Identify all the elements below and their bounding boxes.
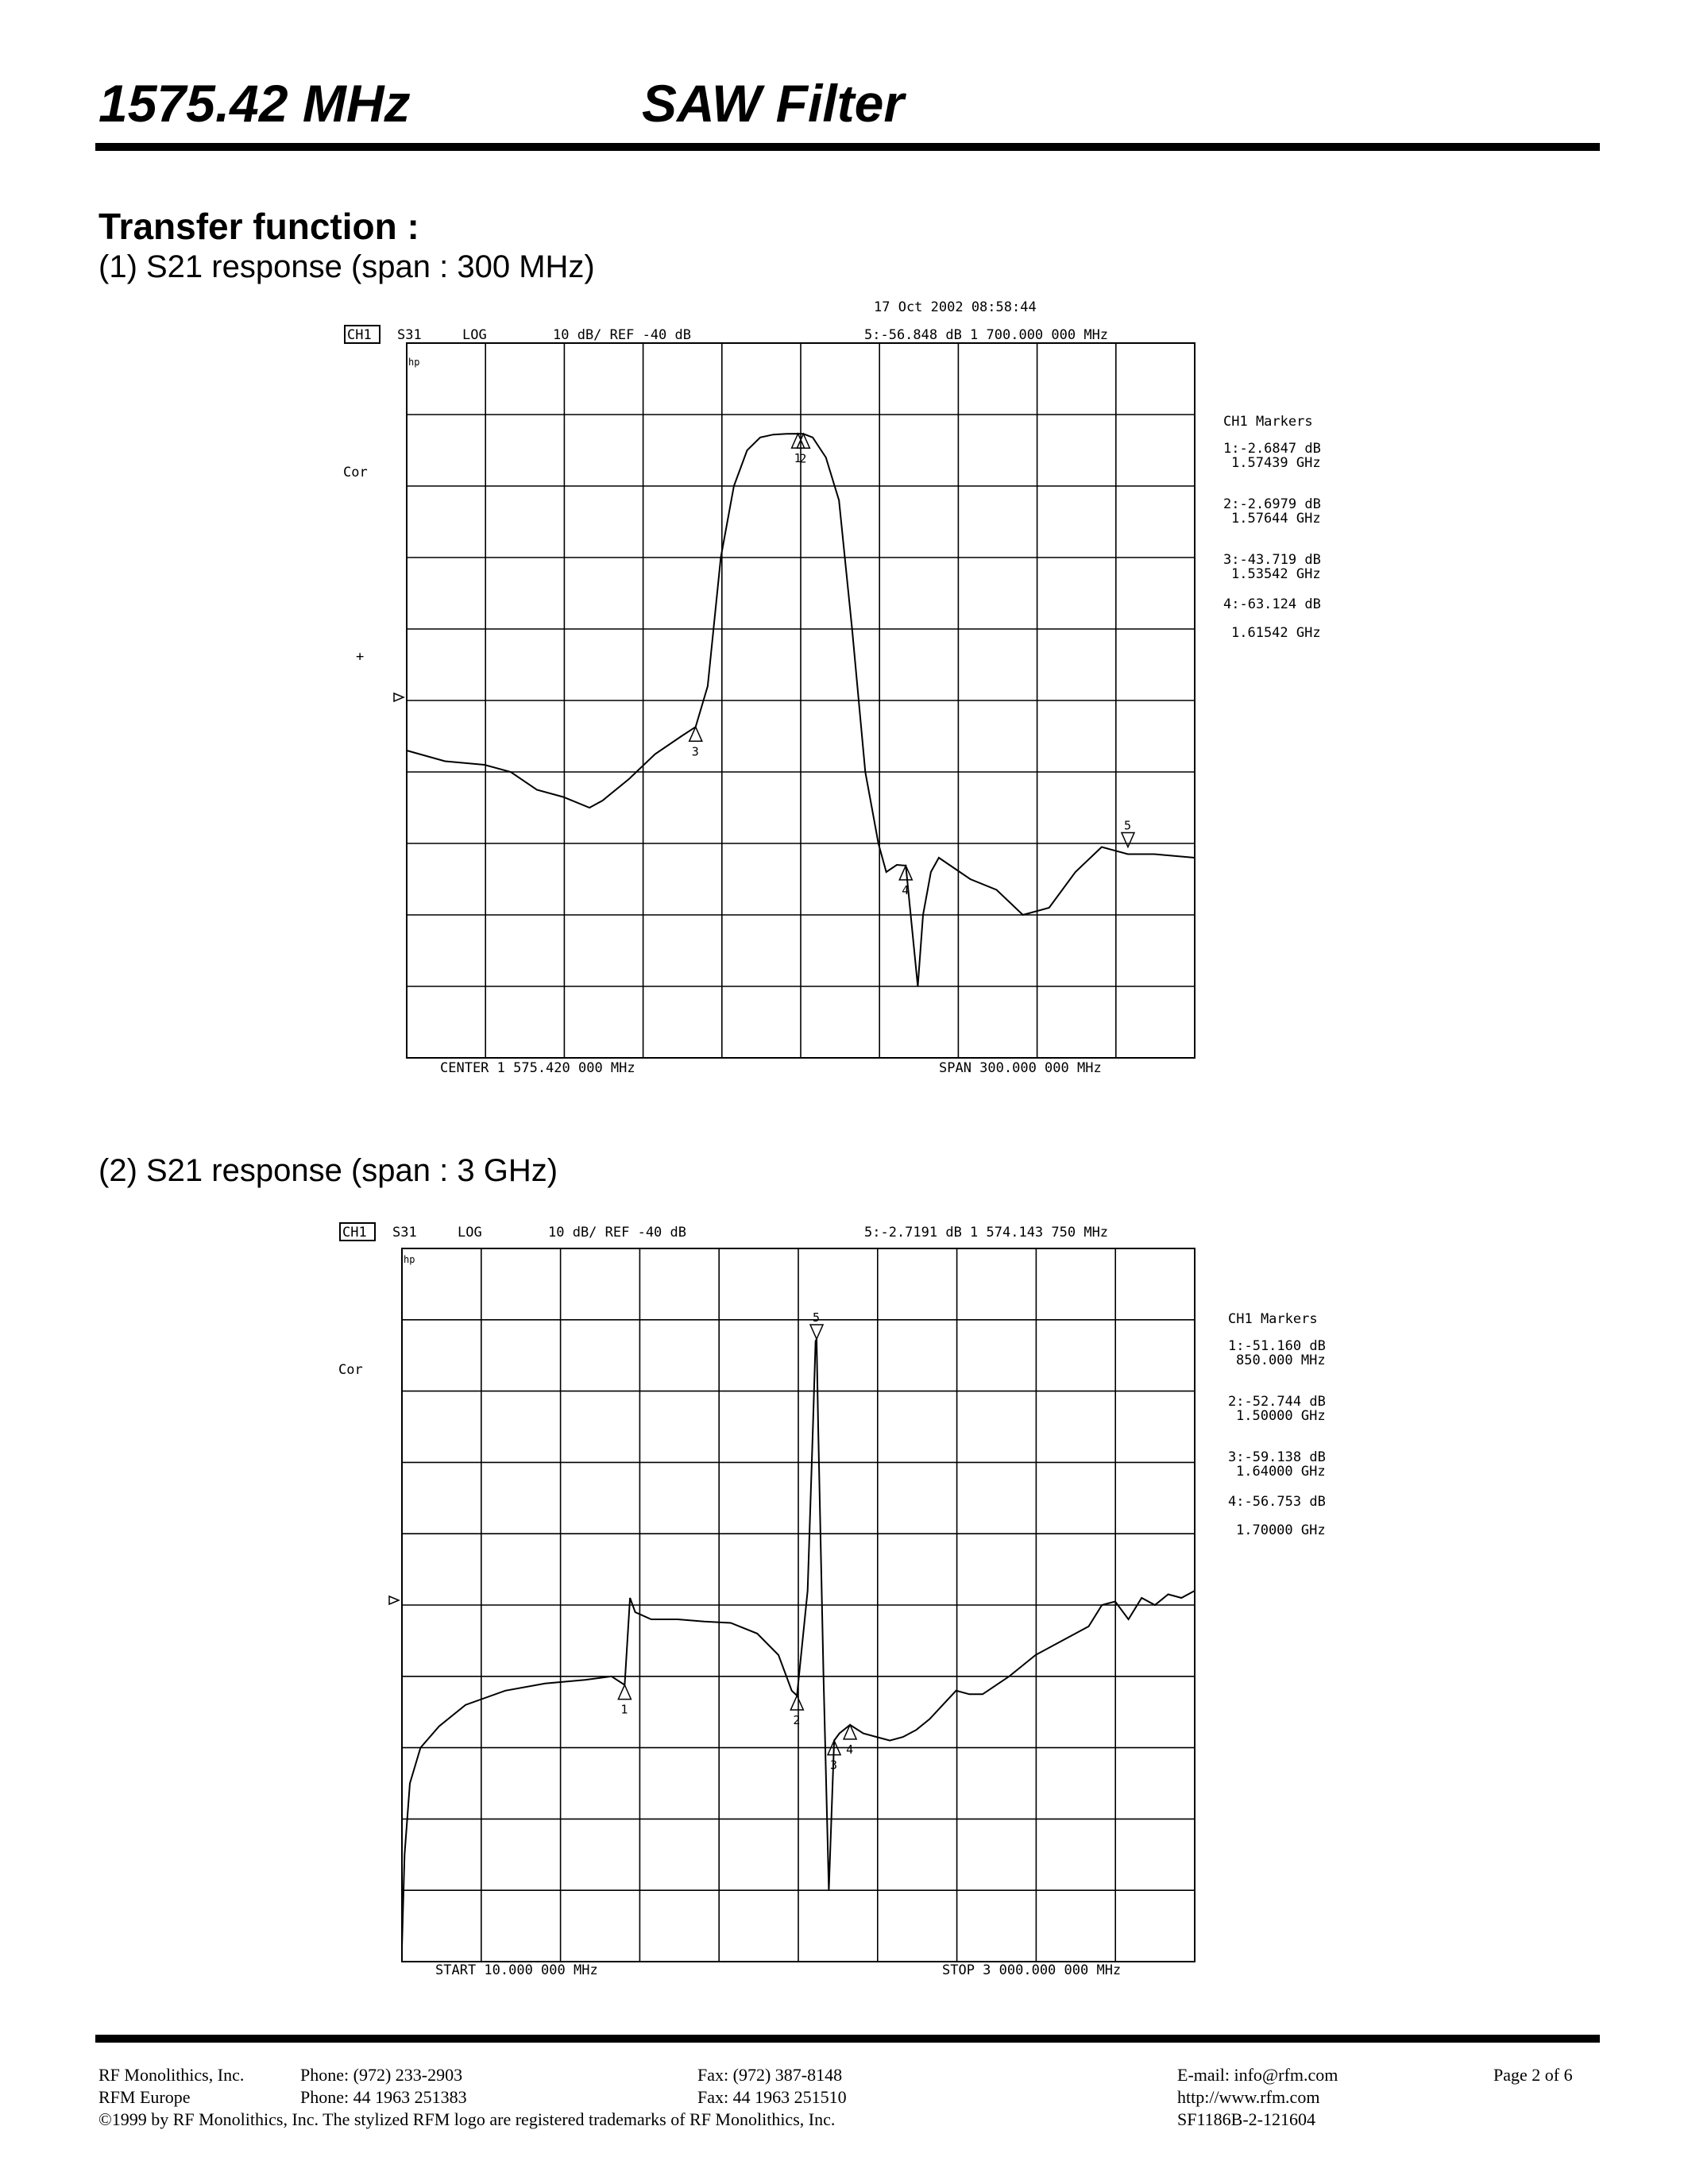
- chart2-active-marker: 5:-2.7191 dB 1 574.143 750 MHz: [864, 1225, 1108, 1241]
- chart2-marker-3-value: 3:-59.138 dB: [1228, 1449, 1326, 1465]
- marker-triangle: [826, 1738, 842, 1756]
- footer-email: E-mail: info@rfm.com: [1177, 2065, 1338, 2085]
- marker-triangle: [842, 1723, 858, 1740]
- chart1-scale: 10 dB/ REF -40 dB: [553, 327, 691, 343]
- chart2-trace: [401, 1338, 1196, 1948]
- marker-number: 3: [830, 1758, 837, 1773]
- chart1-left-label-2: +: [356, 649, 364, 665]
- footer-page: Page 2 of 6: [1493, 2065, 1573, 2085]
- chart1-left-label-1: Cor: [343, 465, 368, 480]
- chart2-marker-1-freq: 850.000 MHz: [1236, 1352, 1326, 1368]
- marker-number: 4: [846, 1742, 853, 1757]
- chart1-markers-drawn: 12 3 4 5: [688, 432, 1136, 897]
- marker-triangle: [796, 432, 811, 450]
- chart2-marker-2-freq: 1.50000 GHz: [1236, 1408, 1326, 1424]
- marker-triangle: [898, 864, 914, 881]
- chart2-left-label-1: Cor: [338, 1362, 363, 1378]
- chart1-format: LOG: [462, 327, 487, 343]
- chart1-marker-3-freq: 1.53542 GHz: [1231, 566, 1321, 582]
- footer-europe: RFM Europe: [98, 2087, 191, 2107]
- footer-phone-eu: Phone: 44 1963 251383: [300, 2087, 467, 2107]
- chart2-format: LOG: [458, 1225, 482, 1241]
- chart2-markers-title: CH1 Markers: [1228, 1311, 1318, 1327]
- marker-triangle: [1120, 832, 1136, 849]
- chart1-channel-box: [344, 325, 380, 344]
- marker-number: 2: [799, 451, 806, 465]
- chart2-channel: CH1: [342, 1225, 367, 1241]
- chart2-scale: 10 dB/ REF -40 dB: [548, 1225, 686, 1241]
- footer-url: http://www.rfm.com: [1177, 2087, 1320, 2107]
- marker-number: 3: [692, 744, 699, 758]
- chart1-hp-label: hp: [408, 357, 419, 368]
- footer-rule: [95, 2035, 1600, 2043]
- chart2-ref-arrow: [388, 1595, 400, 1606]
- footer-fax-eu: Fax: 44 1963 251510: [697, 2087, 847, 2107]
- chart2-hp-label: hp: [404, 1254, 415, 1265]
- marker-number: 5: [813, 1310, 820, 1325]
- chart2-footer-left: START 10.000 000 MHz: [435, 1962, 598, 1978]
- chart2-marker-4-value: 4:-56.753 dB: [1228, 1494, 1326, 1510]
- marker-number: 2: [793, 1713, 800, 1727]
- chart1-trace: [406, 433, 1196, 987]
- chart2-marker-3-freq: 1.64000 GHz: [1236, 1464, 1326, 1480]
- section-title: Transfer function :: [98, 206, 419, 247]
- marker-number: 5: [1124, 819, 1131, 833]
- chart1-marker-2-freq: 1.57644 GHz: [1231, 511, 1321, 527]
- marker-number: 1: [620, 1703, 628, 1717]
- chart2-markers-drawn: 1 2 34 5: [617, 1310, 858, 1773]
- footer-doc-id: SF1186B-2-121604: [1177, 2109, 1315, 2129]
- marker-number: 1: [794, 451, 802, 465]
- chart1-param: S31: [397, 327, 422, 343]
- chart1-grid: [406, 342, 1196, 1059]
- chart1-marker-1-value: 1:-2.6847 dB: [1223, 441, 1321, 457]
- chart1-marker-1-freq: 1.57439 GHz: [1231, 455, 1321, 471]
- chart2-marker-2-value: 2:-52.744 dB: [1228, 1394, 1326, 1410]
- chart1-marker-4-value: 4:-63.124 dB: [1223, 596, 1321, 612]
- marker-triangle: [688, 725, 703, 743]
- chart1-marker-2-value: 2:-2.6979 dB: [1223, 496, 1321, 512]
- header-product: SAW Filter: [642, 74, 905, 133]
- chart1-marker-3-value: 3:-43.719 dB: [1223, 552, 1321, 568]
- header-frequency: 1575.42 MHz: [98, 74, 411, 133]
- chart1-ref-arrow: [393, 692, 405, 703]
- chart-1: 17 Oct 2002 08:58:44 CH1 S31 LOG 10 dB/ …: [343, 299, 1321, 1076]
- chart2-caption: (2) S21 response (span : 3 GHz): [98, 1153, 558, 1188]
- marker-triangle: [790, 1694, 805, 1711]
- chart2-marker-4-freq: 1.70000 GHz: [1236, 1522, 1326, 1538]
- chart2-marker-1-value: 1:-51.160 dB: [1228, 1338, 1326, 1354]
- chart1-timestamp: 17 Oct 2002 08:58:44: [874, 299, 1037, 315]
- footer-fax: Fax: (972) 387-8148: [697, 2065, 843, 2085]
- chart-2: CH1 S31 LOG 10 dB/ REF -40 dB 5:-2.7191 …: [338, 1222, 1326, 1978]
- chart1-channel: CH1: [347, 327, 372, 343]
- chart2-footer-right: STOP 3 000.000 000 MHz: [942, 1962, 1121, 1978]
- chart1-footer-left: CENTER 1 575.420 000 MHz: [440, 1060, 635, 1076]
- header-rule: [95, 143, 1600, 151]
- chart2-grid: [401, 1248, 1196, 1962]
- chart1-marker-4-freq: 1.61542 GHz: [1231, 625, 1321, 641]
- marker-number: 4: [902, 883, 909, 897]
- footer-phone: Phone: (972) 233-2903: [300, 2065, 463, 2085]
- marker-triangle: [617, 1683, 632, 1700]
- footer-copyright: ©1999 by RF Monolithics, Inc. The styliz…: [98, 2109, 836, 2129]
- chart1-caption: (1) S21 response (span : 300 MHz): [98, 249, 595, 284]
- chart2-channel-box: [339, 1222, 376, 1241]
- chart1-markers-title: CH1 Markers: [1223, 414, 1313, 430]
- chart2-param: S31: [392, 1225, 417, 1241]
- footer-company: RF Monolithics, Inc.: [98, 2065, 245, 2085]
- chart1-footer-right: SPAN 300.000 000 MHz: [939, 1060, 1102, 1076]
- chart1-active-marker: 5:-56.848 dB 1 700.000 000 MHz: [864, 327, 1108, 343]
- marker-triangle: [809, 1324, 825, 1341]
